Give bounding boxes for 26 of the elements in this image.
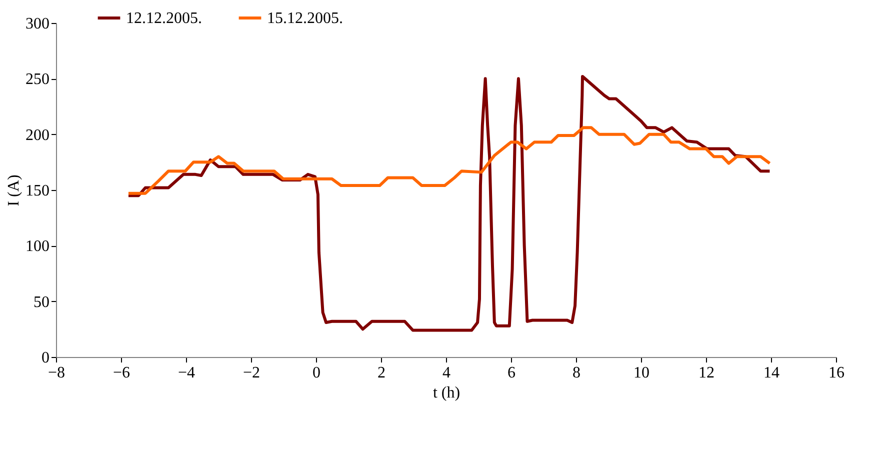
- x-tick-label: 12: [698, 364, 714, 382]
- legend-label: 12.12.2005.: [126, 10, 202, 27]
- x-tick-label: 0: [312, 364, 320, 382]
- legend-label: 15.12.2005.: [267, 10, 343, 27]
- x-tick-label: 16: [828, 364, 844, 382]
- y-tick-label: 150: [26, 182, 50, 200]
- x-tick-label: −2: [242, 364, 260, 382]
- y-tick-label: 50: [34, 294, 50, 311]
- line-series: [126, 126, 772, 195]
- x-tick-label: 10: [634, 364, 650, 382]
- x-tick-label: 8: [572, 364, 580, 382]
- y-tick-label: 100: [26, 238, 50, 256]
- x-tick-label: −4: [178, 364, 196, 382]
- y-tick-label: 250: [26, 71, 50, 88]
- y-axis-title: I (A): [6, 174, 22, 206]
- y-tick-label: 300: [26, 16, 50, 32]
- x-axis-title: t (h): [432, 384, 460, 402]
- x-tick-label: 14: [764, 364, 780, 382]
- x-tick-label: −6: [112, 364, 130, 382]
- y-tick-label: 200: [26, 126, 50, 144]
- x-tick-label: 2: [378, 364, 386, 382]
- y-tick-label: 0: [42, 350, 50, 366]
- x-tick-label: 4: [442, 364, 450, 382]
- line-series: [126, 74, 772, 332]
- x-tick-label: 6: [508, 364, 516, 382]
- x-tick-label: −8: [48, 364, 66, 382]
